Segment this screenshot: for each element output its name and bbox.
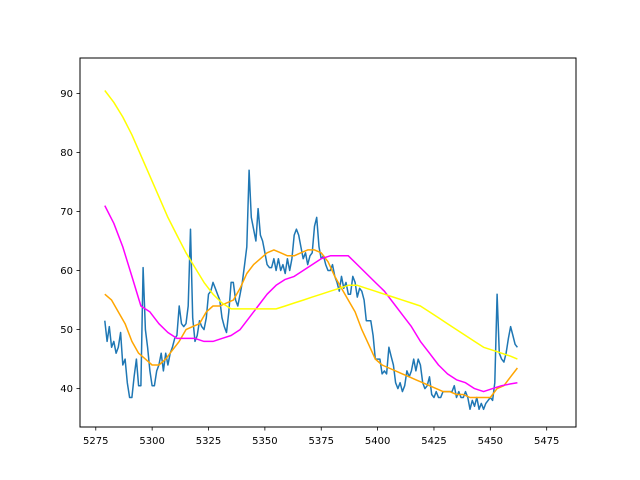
series-line-3 bbox=[104, 205, 518, 393]
x-axis: 5275 5300 5325 5350 5375 5400 5425 5450 5475 bbox=[83, 427, 559, 447]
series-line-2 bbox=[104, 249, 518, 399]
y-tick-label: 60 bbox=[60, 266, 73, 277]
y-tick-label: 80 bbox=[60, 148, 73, 159]
y-tick-label: 90 bbox=[60, 89, 73, 100]
series-line-4 bbox=[104, 90, 518, 360]
x-tick-label: 5475 bbox=[534, 436, 559, 447]
x-tick-label: 5300 bbox=[139, 436, 164, 447]
x-tick-label: 5425 bbox=[421, 436, 446, 447]
y-tick-label: 50 bbox=[60, 325, 73, 336]
plot-frame bbox=[79, 57, 577, 428]
y-tick-label: 40 bbox=[60, 384, 73, 395]
x-tick-label: 5350 bbox=[252, 436, 277, 447]
x-tick-label: 5450 bbox=[478, 436, 503, 447]
y-axis: 40 50 60 70 80 90 bbox=[60, 89, 80, 395]
x-tick-label: 5325 bbox=[196, 436, 221, 447]
x-tick-label: 5375 bbox=[309, 436, 334, 447]
y-tick-label: 70 bbox=[60, 207, 73, 218]
series-layer bbox=[104, 90, 518, 411]
series-line-1 bbox=[104, 169, 518, 411]
x-tick-label: 5400 bbox=[365, 436, 390, 447]
x-tick-label: 5275 bbox=[83, 436, 108, 447]
